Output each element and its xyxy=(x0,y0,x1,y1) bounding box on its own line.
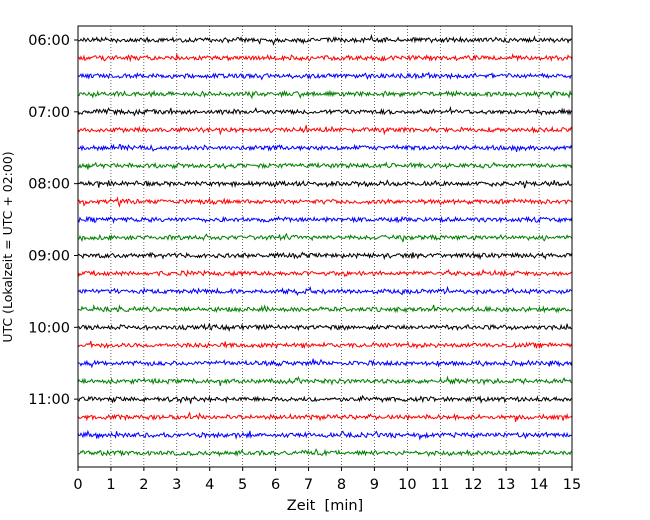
seismic-trace-0745 xyxy=(77,161,573,170)
seismic-trace-0630 xyxy=(77,71,573,81)
x-tick-label: 0 xyxy=(73,477,82,493)
y-tick-label: 06:00 xyxy=(28,33,70,49)
seismic-trace-0830 xyxy=(77,215,573,225)
seismic-trace-0900 xyxy=(77,251,573,261)
x-tick-label: 3 xyxy=(172,477,181,493)
x-tick-label: 7 xyxy=(304,477,313,493)
x-tick-label: 14 xyxy=(530,477,548,493)
x-tick-label: 12 xyxy=(464,477,482,493)
seismic-trace-0845 xyxy=(77,232,573,243)
x-tick-label: 2 xyxy=(139,477,148,493)
seismic-trace-0915 xyxy=(77,268,573,278)
x-tick-label: 13 xyxy=(497,477,515,493)
seismic-trace-1115 xyxy=(77,411,573,422)
x-tick-label: 9 xyxy=(370,477,379,493)
x-tick-label: 5 xyxy=(238,477,247,493)
grid-layer xyxy=(110,26,540,467)
x-tick-label: 6 xyxy=(271,477,280,493)
x-tick-label: 10 xyxy=(398,477,416,493)
seismic-trace-0600 xyxy=(77,33,573,46)
y-tick-label: 07:00 xyxy=(28,105,70,121)
seismic-trace-0800 xyxy=(77,179,573,189)
seismic-trace-1030 xyxy=(77,358,573,369)
x-tick-label: 8 xyxy=(337,477,346,493)
seismic-trace-1130 xyxy=(77,429,573,441)
seismic-trace-0815 xyxy=(77,196,573,208)
tick-layer: 0 1 2 3 4 5 6 7 8 9 10 11 12 13 14 1506:0007:0008:0009:… xyxy=(28,33,581,493)
seismic-trace-1015 xyxy=(77,340,573,350)
y-tick-label: 10:00 xyxy=(28,320,70,336)
y-tick-label: 08:00 xyxy=(28,177,70,193)
trace-layer xyxy=(77,33,573,458)
seismic-trace-1145 xyxy=(77,448,573,458)
seismic-trace-0645 xyxy=(77,89,573,100)
x-tick-label: 15 xyxy=(563,477,581,493)
seismic-trace-0945 xyxy=(77,303,573,314)
seismic-trace-1000 xyxy=(77,322,573,333)
seismic-trace-0615 xyxy=(77,52,573,63)
y-axis-title: UTC (Lokalzeit = UTC + 02:00) xyxy=(0,151,15,342)
x-tick-label: 11 xyxy=(431,477,449,493)
seismic-trace-1100 xyxy=(77,394,573,405)
y-tick-label: 09:00 xyxy=(28,248,70,264)
seismic-trace-0930 xyxy=(77,285,573,297)
plot-frame xyxy=(77,25,573,468)
seismic-trace-1045 xyxy=(77,375,573,387)
x-axis-title: Zeit [min] xyxy=(287,498,363,514)
y-tick-label: 11:00 xyxy=(28,392,70,408)
seismic-trace-0730 xyxy=(77,143,573,152)
seismic-trace-0715 xyxy=(77,125,573,136)
seismic-trace-0700 xyxy=(77,105,573,117)
x-tick-label: 1 xyxy=(106,477,115,493)
x-tick-label: 4 xyxy=(205,477,214,493)
